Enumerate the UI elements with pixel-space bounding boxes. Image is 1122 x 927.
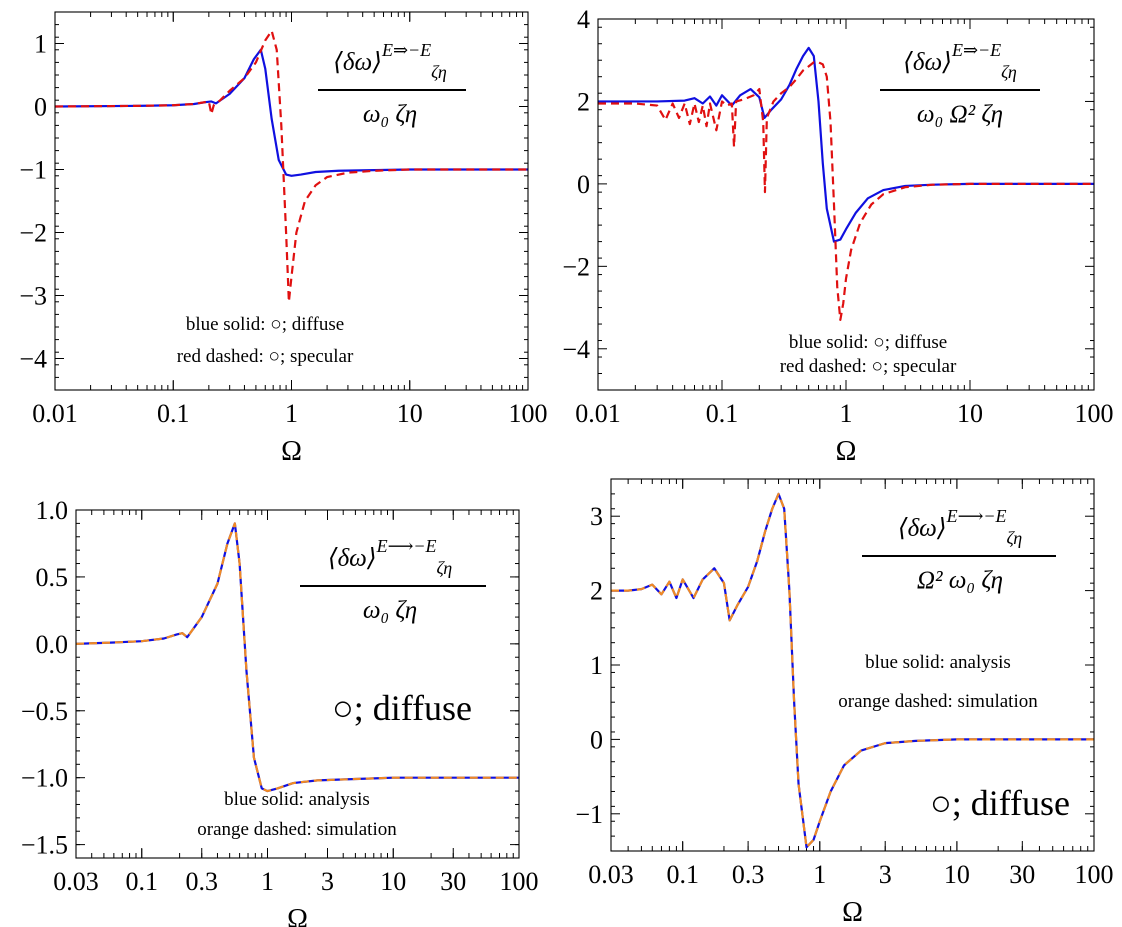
chart-panel-3: 0.03 0.1 0.3 1 3 10 30 100 1.0 0.5 0.0 −0.5 −1.0 −1.5… [21,496,539,927]
plot-frame [75,509,520,859]
equation-numerator: ⟨δω⟩E⟶−Eζη [328,536,452,578]
series-line-dashed [598,61,1094,322]
y-tick-label: −1 [575,800,603,829]
y-tick-label: −2 [562,252,590,281]
x-tick-label: 0.1 [126,867,159,896]
y-tick-label: −2 [19,219,47,248]
y-tick-label: 4 [577,5,590,34]
x-axis-label: Ω [281,436,302,467]
legend-text: orange dashed: simulation [197,819,397,840]
equation-numerator: ⟨δω⟩E⟶−Eζη [898,506,1022,548]
legend-text: orange dashed: simulation [838,691,1038,712]
legend-text: blue solid: analysis [865,652,1011,673]
y-tick-label: 0 [577,170,590,199]
y-tick-label: 2 [577,87,590,116]
y-tick-label: −3 [19,282,47,311]
case-label: ○; diffuse [930,783,1070,823]
x-tick-label: 3 [879,860,892,889]
chart-panel-2: 0.01 0.1 1 10 100 4 2 0 −2 −4 Ω ⟨δω⟩E⇒−Eζη ω₀ Ω² ζη b… [562,5,1113,467]
x-tick-label: 1 [813,860,826,889]
y-tick-label: −0.5 [21,697,68,726]
x-tick-label: 30 [440,867,466,896]
y-tick-label: 0 [34,93,47,122]
equation-denominator: ω₀ ζη [363,101,417,128]
y-tick-label: −4 [562,335,590,364]
y-tick-label: 3 [590,502,603,531]
x-tick-label: 0.03 [53,867,99,896]
series-line-dashed [55,29,528,303]
series-line-dashed [611,492,1094,849]
x-tick-label: 0.01 [575,399,621,428]
series-line-solid [55,48,528,177]
x-tick-label: 100 [1075,399,1114,428]
x-tick-label: 0.1 [706,399,739,428]
case-label: ○; diffuse [332,688,472,728]
equation-denominator: ω₀ ζη [363,597,417,624]
plot-frame [610,478,1095,852]
legend-text: blue solid: ○; diffuse [186,314,344,335]
y-tick-label: 1 [34,30,47,59]
x-tick-label: 1 [261,867,274,896]
x-tick-label: 100 [509,399,548,428]
x-axis-label: Ω [842,897,863,927]
plot-frame [597,18,1095,391]
equation-denominator: ω₀ Ω² ζη [917,101,1003,128]
equation-numerator: ⟨δω⟩E⇒−Eζη [903,40,1017,82]
equation-denominator: Ω² ω₀ ζη [917,567,1003,594]
x-tick-label: 10 [397,399,423,428]
x-tick-label: 30 [1009,860,1035,889]
legend-text: red dashed: ○; specular [177,346,354,367]
series-line-dashed [76,522,519,793]
y-tick-label: 2 [590,577,603,606]
x-axis-label: Ω [287,904,308,927]
x-tick-label: 1 [840,399,853,428]
x-tick-label: 0.01 [32,399,78,428]
legend-text: blue solid: ○; diffuse [789,332,947,353]
x-tick-label: 0.1 [157,399,190,428]
x-tick-label: 100 [500,867,539,896]
x-tick-label: 1 [285,399,298,428]
x-tick-label: 0.3 [732,860,765,889]
x-tick-label: 10 [957,399,983,428]
x-tick-label: 10 [380,867,406,896]
y-tick-label: 0.5 [36,563,69,592]
y-tick-label: 1 [590,651,603,680]
x-tick-label: 10 [944,860,970,889]
x-axis-label: Ω [836,436,857,467]
x-tick-label: 3 [321,867,334,896]
equation-numerator: ⟨δω⟩E⇒−Eζη [333,40,447,82]
y-tick-label: 1.0 [36,496,69,525]
series-line-solid [76,522,519,793]
y-tick-label: −1 [19,156,47,185]
y-tick-label: 0 [590,725,603,754]
y-tick-label: 0.0 [36,630,69,659]
x-tick-label: 0.03 [588,860,634,889]
series-line-solid [598,46,1094,243]
y-tick-label: −4 [19,345,47,374]
y-tick-label: −1.5 [21,831,68,860]
y-tick-label: −1.0 [21,764,68,793]
plot-frame [54,11,529,391]
x-tick-label: 0.1 [666,860,699,889]
x-tick-label: 100 [1075,860,1114,889]
legend-text: blue solid: analysis [224,789,370,810]
x-tick-label: 0.3 [185,867,218,896]
legend-text: red dashed: ○; specular [780,356,957,377]
